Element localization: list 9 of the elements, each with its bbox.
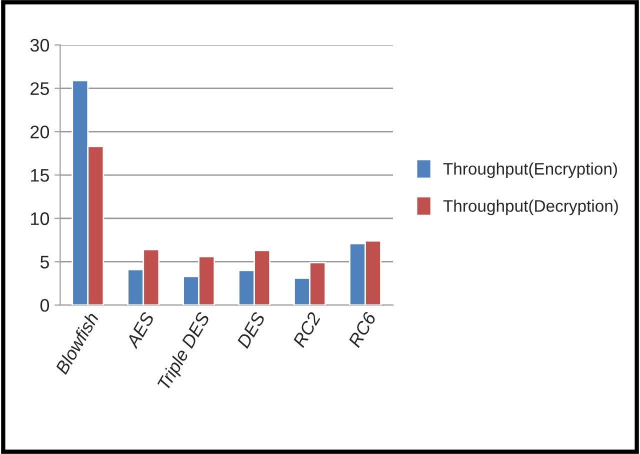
y-tick-label: 0: [40, 299, 50, 312]
y-tick-label: 15: [31, 169, 49, 182]
y-tick-label: 20: [30, 126, 50, 138]
legend-label: Throughput(Decryption): [443, 200, 618, 216]
y-tick-label: 25: [30, 82, 49, 96]
y-tick-label: 5: [40, 256, 49, 268]
legend-label: Throughput(Encryption): [443, 162, 617, 178]
y-tick-label: 30: [30, 38, 50, 52]
y-tick-label: 10: [31, 212, 50, 226]
